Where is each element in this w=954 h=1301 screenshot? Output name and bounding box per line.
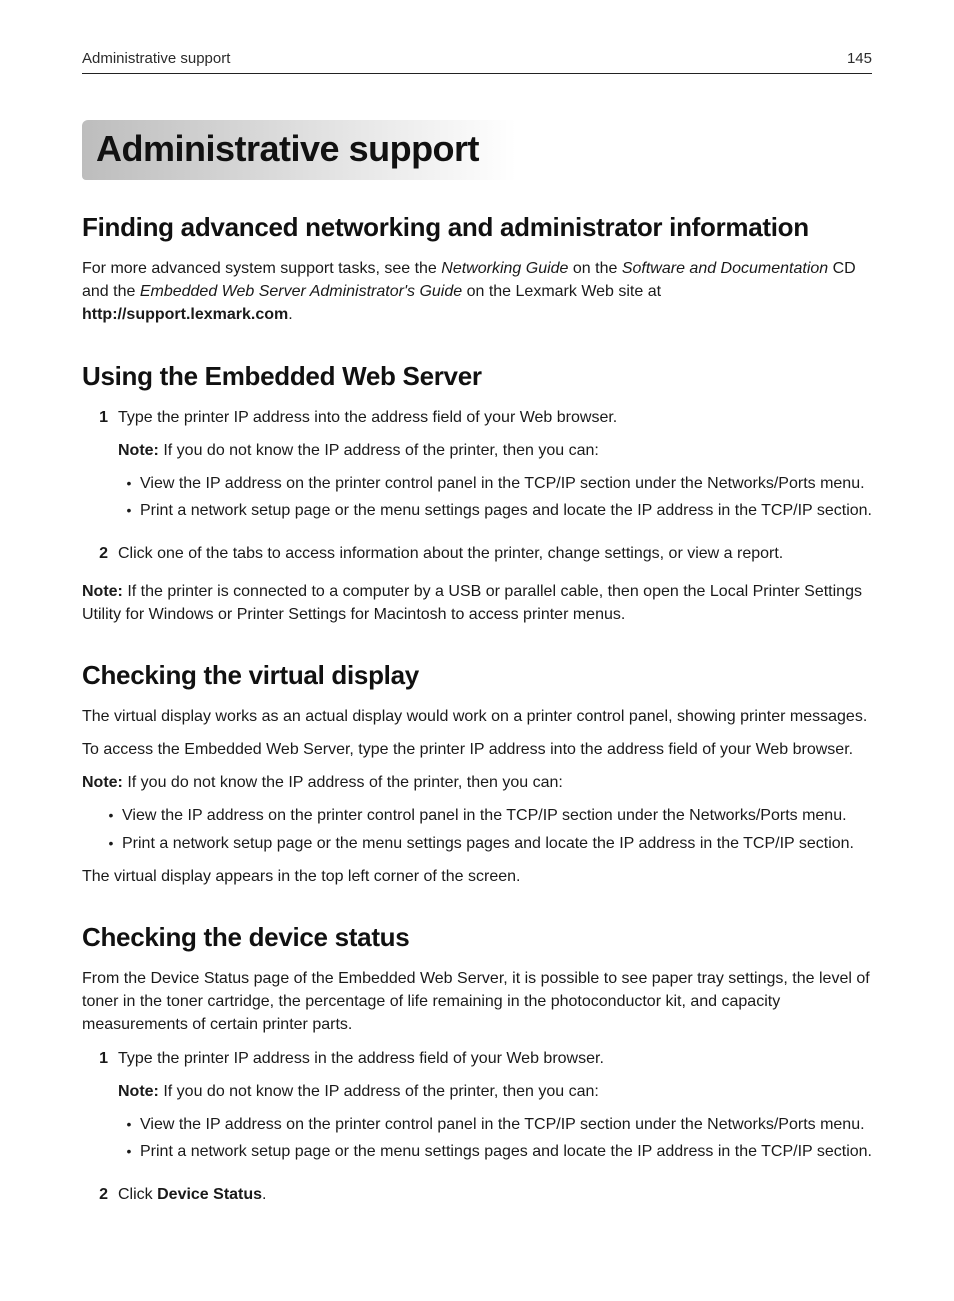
section2-steps: 1 Type the printer IP address into the a… — [82, 406, 872, 566]
header-left: Administrative support — [82, 50, 230, 67]
note: Note: If you do not know the IP address … — [82, 771, 872, 794]
text-bold: Device Status — [157, 1186, 262, 1203]
bullet-text: Print a network setup page or the menu s… — [140, 499, 872, 522]
step-number: 2 — [82, 1186, 118, 1204]
document-page: Administrative support 145 Administrativ… — [0, 0, 954, 1301]
note-text: If you do not know the IP address of the… — [159, 1083, 599, 1100]
list-item: •View the IP address on the printer cont… — [100, 804, 872, 827]
section-heading-networking: Finding advanced networking and administ… — [82, 212, 872, 243]
list-item: •Print a network setup page or the menu … — [100, 832, 872, 855]
step-text: Type the printer IP address into the add… — [118, 406, 617, 429]
list-item: •Print a network setup page or the menu … — [118, 1140, 872, 1163]
list-item: 2 Click one of the tabs to access inform… — [82, 542, 872, 565]
list-item: 2 Click Device Status. — [82, 1183, 872, 1206]
text: Click — [118, 1186, 157, 1203]
text: . — [288, 306, 292, 323]
list-item: 1 Type the printer IP address into the a… — [82, 406, 872, 529]
page-title: Administrative support — [96, 128, 858, 170]
text-italic: Software and Documentation — [622, 260, 828, 277]
text-italic: Embedded Web Server Administrator's Guid… — [140, 283, 462, 300]
note-label: Note: — [118, 1083, 159, 1100]
section3-p2: To access the Embedded Web Server, type … — [82, 738, 872, 761]
section3-p3: The virtual display appears in the top l… — [82, 865, 872, 888]
text: on the — [568, 260, 621, 277]
list-item: •View the IP address on the printer cont… — [118, 1113, 872, 1136]
note-label: Note: — [82, 774, 123, 791]
step-number: 2 — [82, 545, 118, 563]
bullet-text: View the IP address on the printer contr… — [122, 804, 847, 827]
bullet-icon: • — [100, 833, 122, 853]
bullet-text: View the IP address on the printer contr… — [140, 472, 865, 495]
bullet-icon: • — [100, 805, 122, 825]
text: on the Lexmark Web site at — [462, 283, 661, 300]
bullet-icon: • — [118, 1114, 140, 1134]
bullet-list: •View the IP address on the printer cont… — [100, 804, 872, 854]
note: Note: If the printer is connected to a c… — [82, 580, 872, 626]
section3-p1: The virtual display works as an actual d… — [82, 705, 872, 728]
bullet-text: Print a network setup page or the menu s… — [122, 832, 854, 855]
note: Note: If you do not know the IP address … — [118, 1080, 872, 1103]
list-item: •View the IP address on the printer cont… — [118, 472, 872, 495]
note-label: Note: — [118, 442, 159, 459]
step-text: Type the printer IP address in the addre… — [118, 1047, 604, 1070]
section-heading-virtual-display: Checking the virtual display — [82, 660, 872, 691]
page-title-bar: Administrative support — [82, 120, 872, 180]
bullet-icon: • — [118, 473, 140, 493]
note: Note: If you do not know the IP address … — [118, 439, 872, 462]
url-text: http://support.lexmark.com — [82, 306, 288, 323]
note-label: Note: — [82, 583, 123, 600]
bullet-text: View the IP address on the printer contr… — [140, 1113, 865, 1136]
bullet-list: •View the IP address on the printer cont… — [118, 1113, 872, 1163]
note-text: If you do not know the IP address of the… — [159, 442, 599, 459]
bullet-icon: • — [118, 500, 140, 520]
section4-steps: 1 Type the printer IP address in the add… — [82, 1047, 872, 1207]
step-text: Click Device Status. — [118, 1183, 267, 1206]
section4-p1: From the Device Status page of the Embed… — [82, 967, 872, 1037]
section-heading-ews: Using the Embedded Web Server — [82, 361, 872, 392]
section-heading-device-status: Checking the device status — [82, 922, 872, 953]
bullet-icon: • — [118, 1141, 140, 1161]
text: . — [262, 1186, 266, 1203]
list-item: •Print a network setup page or the menu … — [118, 499, 872, 522]
running-header: Administrative support 145 — [82, 50, 872, 74]
header-page-number: 145 — [847, 50, 872, 67]
list-item: 1 Type the printer IP address in the add… — [82, 1047, 872, 1170]
text-italic: Networking Guide — [441, 260, 568, 277]
section1-paragraph: For more advanced system support tasks, … — [82, 257, 872, 327]
step-number: 1 — [82, 1050, 118, 1068]
step-number: 1 — [82, 409, 118, 427]
step-text: Click one of the tabs to access informat… — [118, 542, 783, 565]
text: For more advanced system support tasks, … — [82, 260, 441, 277]
note-text: If the printer is connected to a compute… — [82, 583, 862, 623]
bullet-text: Print a network setup page or the menu s… — [140, 1140, 872, 1163]
note-text: If you do not know the IP address of the… — [123, 774, 563, 791]
bullet-list: •View the IP address on the printer cont… — [118, 472, 872, 522]
